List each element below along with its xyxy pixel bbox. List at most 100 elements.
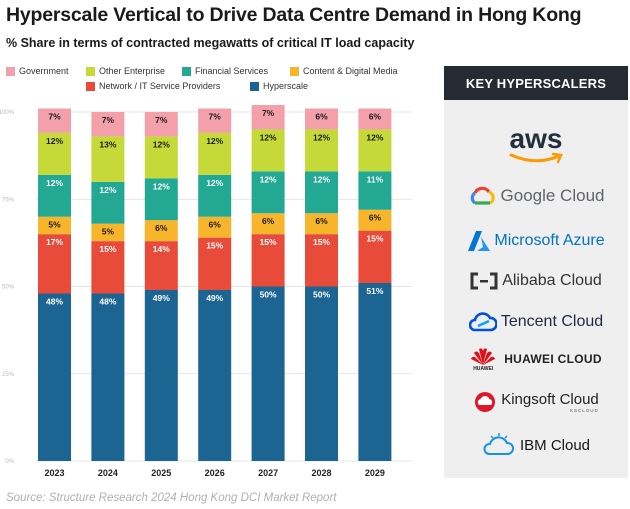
bar-segment [305, 171, 338, 214]
legend-swatch [250, 81, 259, 91]
bar-segment [358, 209, 392, 231]
bar-segment [91, 223, 125, 242]
data-label: 15% [206, 241, 223, 251]
data-label: 15% [313, 237, 330, 247]
legend-swatch [290, 66, 299, 76]
y-tick-label: 50% [2, 285, 15, 291]
data-label: 6% [209, 220, 222, 230]
data-label: 12% [366, 132, 383, 142]
data-label: 50% [260, 290, 277, 300]
kingsoft-cloud-logo: Kingsoft Cloud KSCLOUD [444, 390, 628, 414]
bar-segment [305, 108, 338, 130]
data-label: 50% [313, 290, 330, 300]
data-label: 6% [315, 112, 328, 122]
bar-segment [198, 289, 232, 461]
bar-segment [198, 237, 232, 290]
huawei-cloud-logo: HUAWEI HUAWEI CLOUD [444, 346, 628, 372]
data-label: 49% [153, 293, 170, 303]
data-label: 6% [262, 216, 275, 226]
kingsoft-wordmark: Kingsoft Cloud [501, 390, 599, 408]
data-label: 12% [313, 174, 330, 184]
huawei-icon [471, 348, 496, 365]
legend-item-financial-services: Financial Services [182, 66, 268, 76]
x-tick-label: 2028 [311, 468, 331, 478]
data-label: 12% [206, 136, 223, 146]
legend-swatch [86, 81, 95, 91]
data-label: 11% [367, 174, 384, 184]
chart-subtitle: % Share in terms of contracted megawatts… [6, 36, 415, 50]
data-label: 48% [99, 296, 116, 306]
legend-label: Hyperscale [263, 81, 309, 91]
bar-segment [91, 181, 125, 224]
legend-swatch [86, 66, 95, 76]
bar-segment [358, 108, 392, 130]
bar-segment [144, 220, 178, 242]
data-label: 12% [153, 139, 170, 149]
legend-item-content-digital-media: Content & Digital Media [290, 66, 398, 76]
legend-label: Financial Services [195, 66, 269, 76]
data-label: 15% [366, 234, 383, 244]
x-tick-label: 2023 [44, 468, 64, 478]
data-label: 5% [102, 227, 115, 237]
bar-segment [38, 174, 71, 217]
data-label: 12% [260, 132, 277, 142]
data-label: 7% [262, 108, 275, 118]
data-label: 13% [99, 139, 116, 149]
google-cloud-wordmark: Google Cloud [500, 186, 605, 205]
data-label: 12% [99, 185, 116, 195]
data-label: 49% [206, 293, 223, 303]
data-label: 15% [260, 237, 277, 247]
data-label: 6% [369, 112, 382, 122]
bar-segment [251, 105, 285, 130]
legend-item-hyperscale: Hyperscale [250, 81, 308, 91]
bar-segment [198, 216, 232, 238]
data-label: 12% [153, 181, 170, 191]
y-tick-label: 25% [2, 372, 15, 378]
tencent-cloud-logo: Tencent Cloud [444, 312, 628, 332]
panel-header: KEY HYPERSCALERS [444, 66, 628, 100]
tencent-wordmark: Tencent Cloud [500, 313, 604, 330]
data-label: 12% [46, 136, 63, 146]
legend-swatch [182, 66, 191, 76]
bar-segment [38, 108, 71, 133]
legend-item-government: Government [6, 66, 69, 76]
bar-segment [144, 289, 178, 461]
bar-segment [38, 234, 71, 294]
azure-icon [468, 231, 491, 251]
bar-segment [305, 129, 338, 172]
bar-segment [198, 132, 232, 175]
aws-logo: aws [444, 123, 628, 166]
data-label: 48% [46, 296, 63, 306]
bar-segment [358, 171, 392, 210]
bar-segment [198, 174, 232, 217]
bar-segment [91, 241, 125, 294]
stacked-bar-chart: 0% 25% 50% 75% 100% 48% 17% 5% 12% 12% 7% 2023 48% 15… [0, 105, 412, 478]
bar-segment [251, 171, 285, 214]
data-label: 14% [153, 244, 170, 254]
key-hyperscalers-panel: KEY HYPERSCALERS aws Google Cloud Micros… [444, 66, 628, 478]
aws-wordmark: aws [509, 123, 563, 154]
kingsoft-cloud-icon [475, 392, 496, 412]
microsoft-azure-logo: Microsoft Azure [444, 230, 628, 252]
data-label: 12% [260, 174, 277, 184]
data-label: 6% [155, 223, 168, 233]
y-tick-label: 0% [5, 459, 14, 465]
x-tick-label: 2025 [151, 468, 171, 478]
legend-item-network-it: Network / IT Service Providers [86, 81, 220, 91]
data-label: 7% [48, 112, 61, 122]
data-label: 17% [46, 237, 63, 247]
legend-label: Other Enterprise [99, 66, 166, 76]
data-label: 12% [46, 178, 63, 188]
data-label: 7% [155, 115, 168, 125]
huawei-wordmark: HUAWEI CLOUD [504, 352, 602, 366]
bar-segment [38, 216, 71, 235]
legend-item-other-enterprise: Other Enterprise [86, 66, 165, 76]
bar-segment [38, 132, 71, 175]
bar-segment [305, 286, 338, 461]
data-label: 7% [102, 115, 115, 125]
legend-label: Network / IT Service Providers [99, 81, 221, 91]
y-tick-label: 100% [0, 110, 15, 116]
bar-segment [91, 112, 125, 137]
bar-segment [144, 136, 178, 179]
bar-segment [91, 293, 125, 461]
